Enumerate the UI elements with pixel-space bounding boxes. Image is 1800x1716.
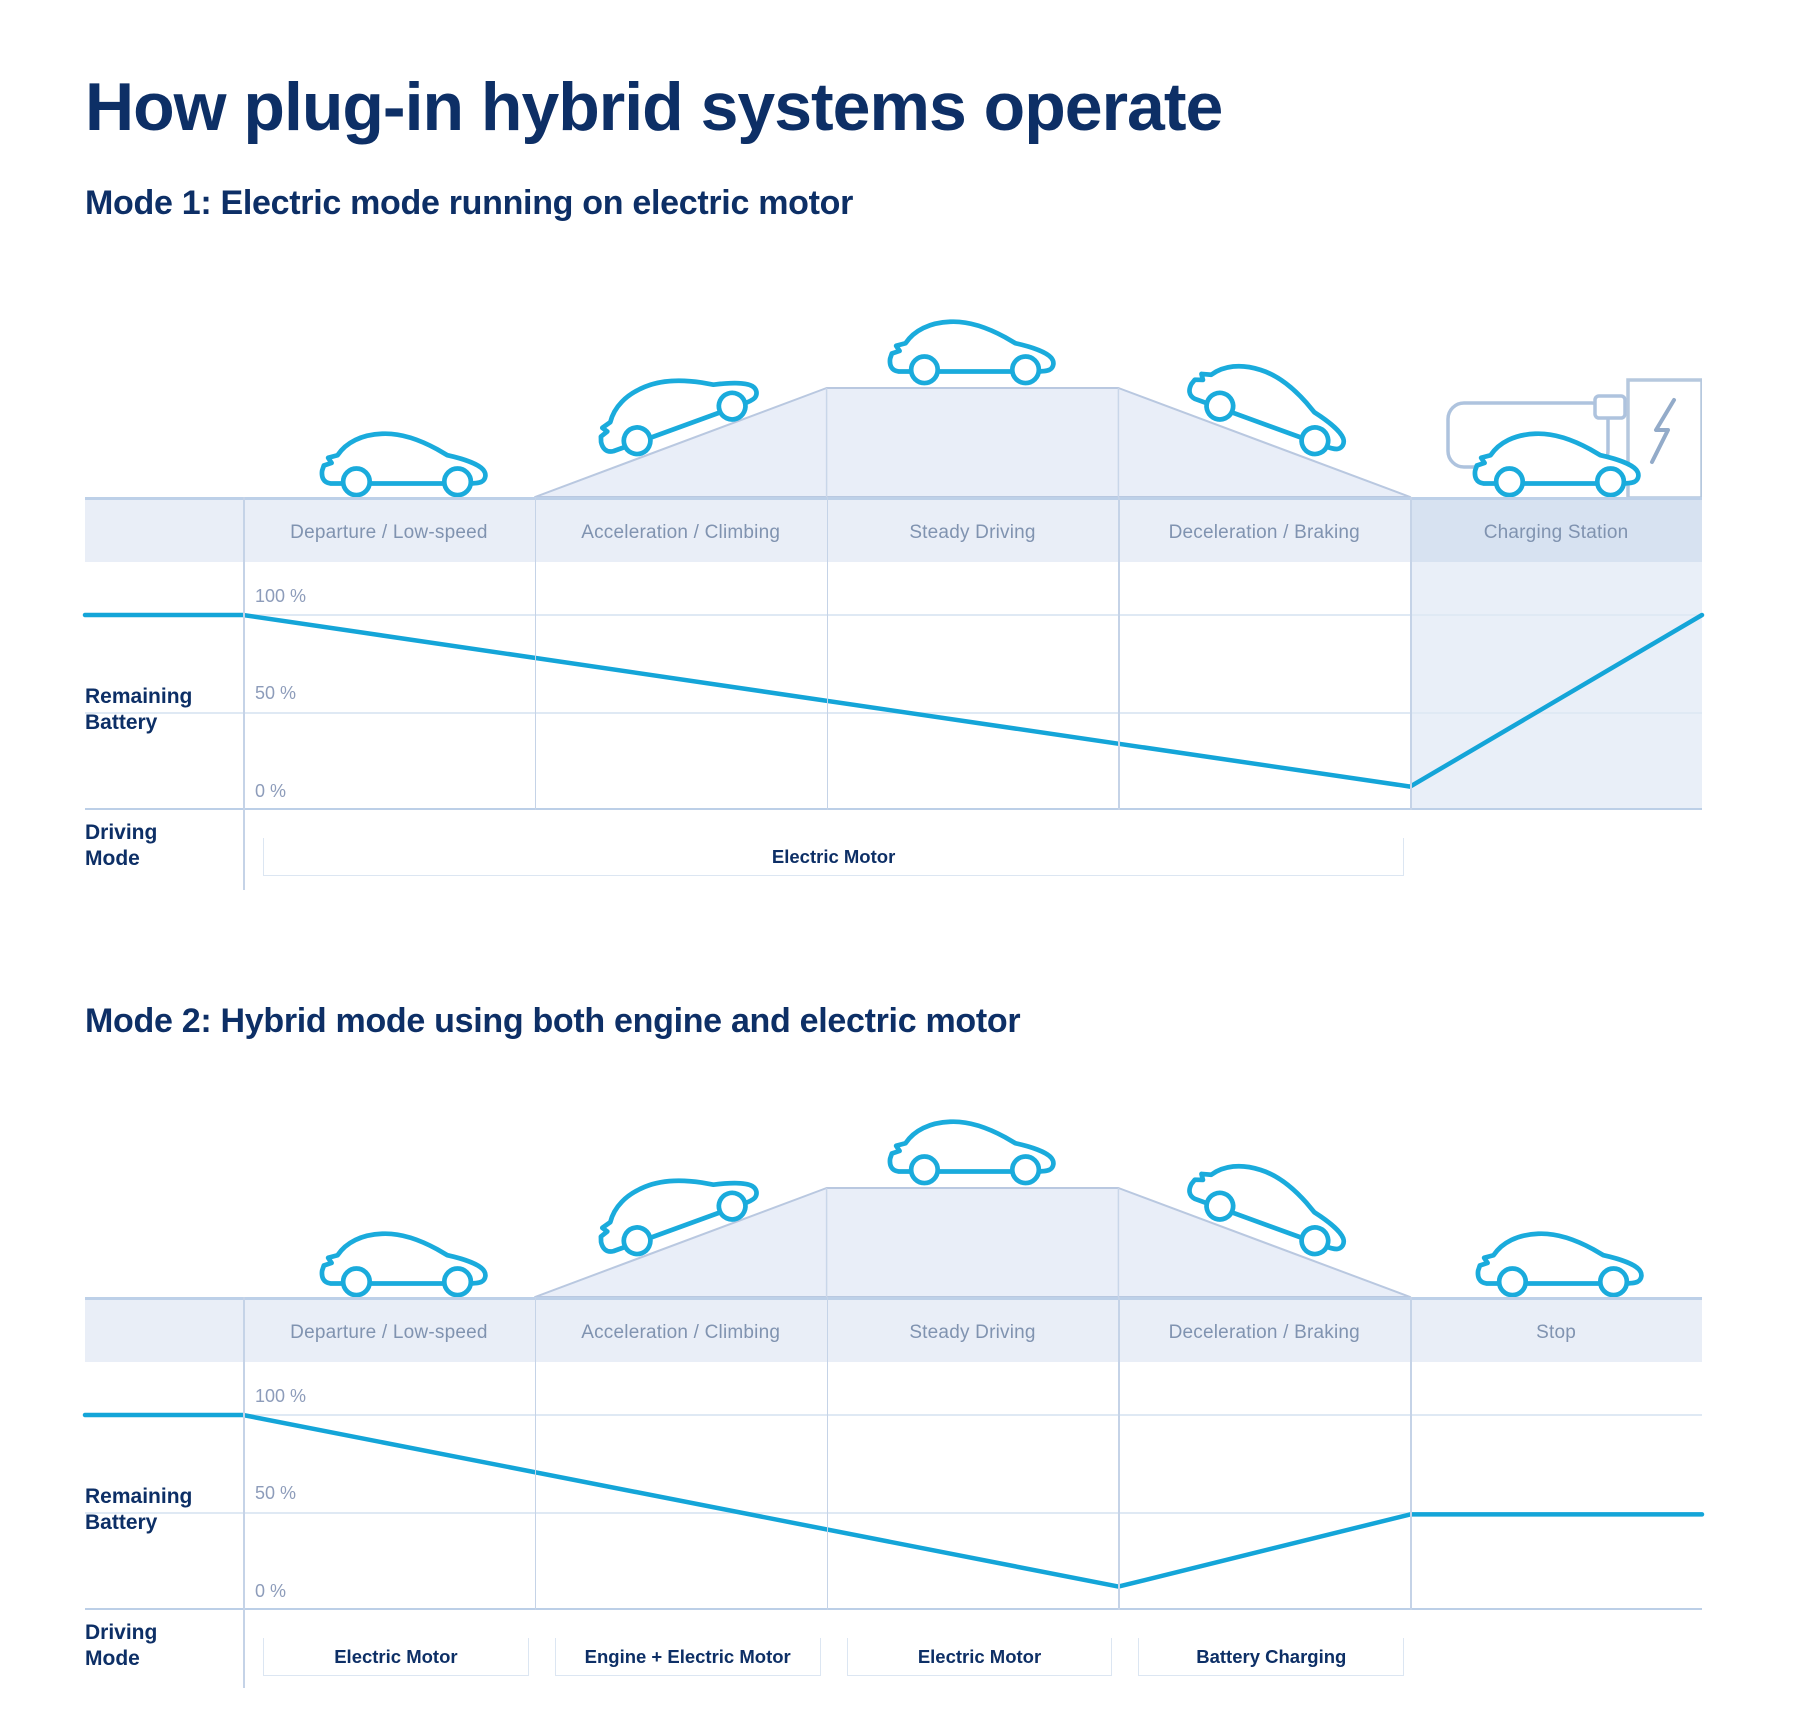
phase-header-cell: Acceleration / Climbing [581,1322,781,1343]
hill-road [534,387,1412,497]
column-separator [1118,497,1120,810]
page-title: How plug-in hybrid systems operate [85,68,1223,145]
battery-chart-mode-2: 100 % 50 % 0 % Remaining Battery [82,1362,1705,1610]
mode-2-section: Mode 2: Hybrid mode using both engine an… [82,994,1705,1716]
column-separator [243,1297,245,1688]
phase-header-cell: Deceleration / Braking [1168,522,1360,543]
driving-mode-span-label: Electric Motor [334,1645,458,1667]
gridline-0 [85,1607,1702,1610]
driving-mode-span: Electric Motor [263,1638,529,1676]
car-icon-steady [885,308,1065,387]
phase-header-cell-highlighted: Charging Station [1410,500,1702,562]
ytick-100: 100 % [255,1386,307,1406]
driving-mode-span: Electric Motor [263,838,1405,876]
ytick-0: 0 % [255,1581,287,1601]
car-icon-stop [1473,1220,1653,1299]
column-separator [1118,1297,1120,1610]
column-separator [826,497,829,810]
driving-mode-span-label: Electric Motor [771,845,896,867]
phase-header-cell: Steady Driving [909,522,1036,543]
battery-chart-mode-1: 100 % 50 % 0 % Remaining Battery [82,562,1705,810]
driving-mode-span: Electric Motor [846,1638,1113,1676]
driving-mode-label: Driving Mode [85,821,158,870]
column-separator [243,497,245,890]
car-icon-steady [885,1108,1065,1187]
phase-header-cell: Stop [1536,1322,1577,1343]
phase-header-spacer [85,1300,243,1362]
gridline-100 [85,614,1702,616]
hill-road [534,1187,1412,1297]
car-icon-departure [317,420,497,499]
driving-mode-row: Driving Mode Electric Motor [85,810,1702,890]
mode-1-heading: Mode 1: Electric mode running on electri… [85,184,854,222]
ytick-0: 0 % [255,781,287,801]
road-scene-mode-1 [85,260,1702,499]
car-icon-departure [317,1220,497,1299]
column-separator [534,497,537,810]
driving-mode-span-label: Battery Charging [1196,1645,1347,1667]
ytick-50: 50 % [255,683,297,703]
mode-1-section: Mode 1: Electric mode running on electri… [82,172,1705,902]
driving-mode-label: Driving Mode [85,1621,158,1670]
battery-line [82,1412,1705,1589]
phase-header-row: Departure / Low-speed Acceleration / Cli… [85,497,1702,562]
driving-mode-span-label: Engine + Electric Motor [584,1645,791,1667]
column-separator [1410,497,1412,810]
lightning-bolt-icon [1650,398,1676,464]
charging-column-tint [1410,562,1702,810]
gridline-50 [85,1512,1702,1514]
gridline-0 [85,807,1702,810]
car-icon-charging [1470,420,1650,499]
road-scene-mode-2 [85,1060,1702,1297]
phase-header-row: Departure / Low-speed Acceleration / Cli… [85,1297,1702,1362]
phase-header-spacer [85,500,243,562]
ytick-50: 50 % [255,1483,297,1503]
mode-2-heading: Mode 2: Hybrid mode using both engine an… [85,1002,1021,1040]
column-separator [534,1297,537,1610]
column-separator [1410,1297,1412,1610]
phase-header-cell: Deceleration / Braking [1168,1322,1360,1343]
phase-header-cell: Acceleration / Climbing [581,522,781,543]
column-separator [826,1297,829,1610]
driving-mode-span: Engine + Electric Motor [554,1638,821,1676]
remaining-battery-label: Remaining Battery [85,685,193,734]
driving-mode-span: Battery Charging [1138,1638,1405,1676]
ytick-100: 100 % [255,586,307,606]
phase-header-cell: Departure / Low-speed [290,1322,488,1343]
gridline-100 [85,1414,1702,1416]
phase-header-cell: Departure / Low-speed [290,522,488,543]
battery-line [82,612,1705,789]
driving-mode-row: Driving Mode Electric Motor Engine + Elec… [85,1610,1702,1690]
driving-mode-span-label: Electric Motor [917,1645,1042,1667]
phase-header-cell: Steady Driving [909,1322,1036,1343]
remaining-battery-label: Remaining Battery [85,1485,193,1534]
